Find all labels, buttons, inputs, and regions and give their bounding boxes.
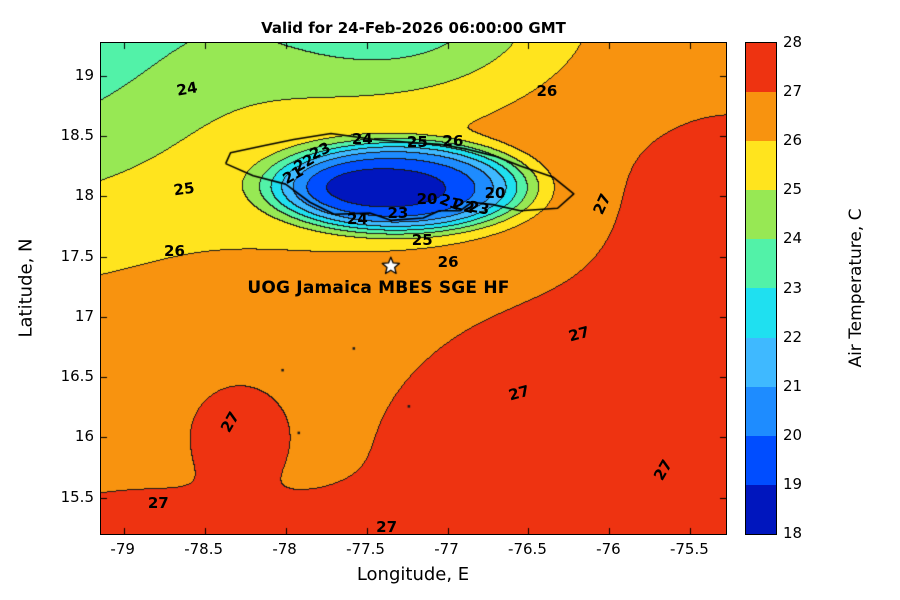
colorbar-tick-label: 23	[783, 278, 803, 297]
contour-label: 25	[172, 178, 196, 200]
contour-label: 24	[175, 78, 200, 100]
station-label: UOG Jamaica MBES SGE HF	[247, 278, 510, 299]
contour-label: 25	[406, 133, 428, 152]
colorbar-tick-label: 28	[783, 33, 803, 51]
y-tick-label: 19	[74, 65, 94, 84]
x-tick-label: -75.5	[669, 540, 709, 558]
colorbar-tick-label: 18	[783, 524, 803, 542]
contour-label: 27	[376, 517, 398, 536]
colorbar-band	[746, 386, 776, 436]
x-tick-label: -77.5	[346, 540, 385, 558]
x-tick-label: -78.5	[184, 540, 224, 558]
contour-label: 20	[416, 189, 438, 208]
x-tick-label: -76.5	[508, 540, 547, 558]
contour-label: 26	[442, 131, 464, 150]
contour-label: 26	[164, 241, 185, 260]
colorbar-band	[746, 239, 776, 289]
x-tick-label: -76	[596, 540, 621, 558]
y-tick-label: 18	[74, 186, 94, 205]
y-tick-label: 17.5	[60, 246, 94, 265]
y-tick-label: 18.5	[60, 125, 94, 144]
colorbar-tick-label: 25	[783, 180, 803, 199]
colorbar-band	[746, 190, 776, 240]
colorbar-band	[746, 337, 776, 387]
x-tick-label: -77	[434, 540, 459, 558]
y-axis-label: Latitude, N	[15, 238, 37, 338]
y-tick-label: 16	[74, 427, 94, 446]
contour-label: 24	[347, 210, 368, 229]
colorbar-band	[746, 43, 776, 93]
map-canvas	[100, 42, 727, 535]
contour-label: 24	[351, 129, 373, 148]
colorbar-tick-label: 19	[783, 474, 803, 493]
y-tick-label: 16.5	[60, 367, 94, 386]
y-tick-label: 15.5	[60, 487, 94, 506]
plot-title: Valid for 24-Feb-2026 06:00:00 GMT	[261, 19, 566, 37]
colorbar-band	[746, 288, 776, 338]
colorbar-tick-label: 27	[783, 82, 803, 101]
x-tick-label: -78	[272, 540, 297, 558]
colorbar-tick-label: 26	[783, 131, 803, 150]
contour-label: 26	[437, 252, 459, 271]
colorbar-band	[746, 92, 776, 142]
contour-label: 27	[147, 493, 169, 512]
colorbar-title: Air Temperature, C	[846, 208, 866, 368]
x-axis-label: Longitude, E	[356, 564, 470, 585]
contour-label: 25	[411, 230, 433, 249]
colorbar	[745, 42, 777, 535]
colorbar-band	[746, 435, 776, 485]
colorbar-tick-label: 20	[783, 425, 803, 444]
colorbar-tick-label: 24	[783, 229, 803, 248]
contour-label: 20	[484, 183, 506, 202]
contour-label: 23	[387, 204, 409, 223]
colorbar-tick-label: 21	[783, 376, 803, 395]
colorbar-tick-label: 22	[783, 327, 803, 346]
x-tick-label: -79	[110, 540, 135, 558]
y-tick-label: 17	[74, 306, 94, 325]
colorbar-band	[746, 484, 776, 534]
contour-label: 26	[536, 82, 558, 101]
colorbar-band	[746, 141, 776, 191]
